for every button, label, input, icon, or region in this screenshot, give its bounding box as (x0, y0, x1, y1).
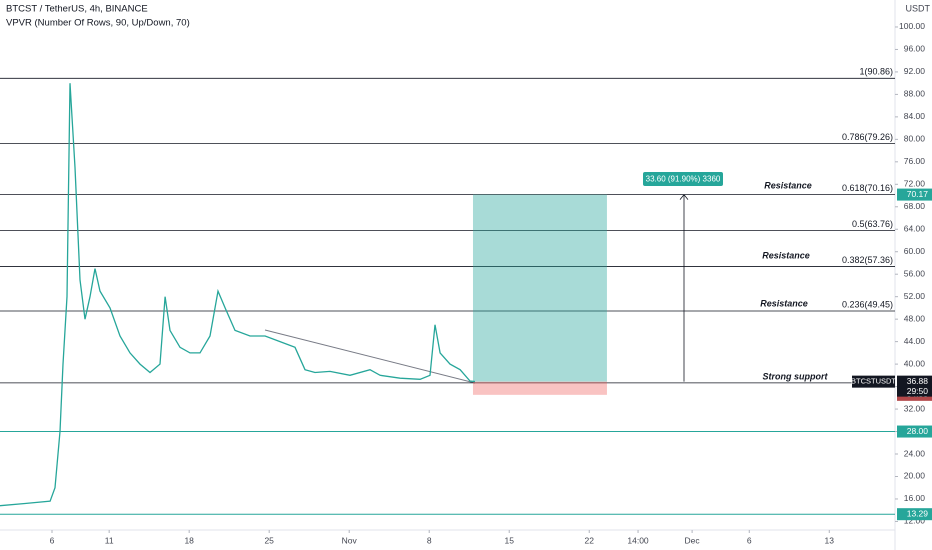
x-tick-label: 13 (825, 535, 835, 545)
fib-label: 1(90.86) (859, 67, 893, 77)
profit-zone (472, 194, 607, 382)
y-tick-label: 60.00 (904, 246, 926, 256)
fib-label: 0.786(79.26) (842, 132, 893, 142)
y-tick-label: 32.00 (904, 403, 926, 413)
measure-label: 33.60 (91.90%) 3360 (646, 175, 721, 184)
x-tick-label: 18 (184, 535, 194, 545)
y-tick-label: 52.00 (904, 291, 926, 301)
y-tick-label: 24.00 (904, 448, 926, 458)
x-tick-label: 22 (585, 535, 595, 545)
price-badge (897, 425, 932, 438)
y-tick-label: 68.00 (904, 201, 926, 211)
loss-zone (472, 381, 607, 395)
y-tick-label: 84.00 (904, 111, 926, 121)
last-price-label: 36.88 (907, 376, 929, 386)
y-tick-label: 72.00 (904, 179, 926, 189)
y-tick-label: 96.00 (904, 44, 926, 54)
fib-label: 0.5(63.76) (852, 219, 893, 229)
x-tick-label: 6 (747, 535, 752, 545)
last-price-badge (897, 375, 932, 397)
fib-label: 0.618(70.16) (842, 183, 893, 193)
y-tick-label: 12.00 (904, 516, 926, 526)
x-tick-label: Nov (342, 535, 358, 545)
y-tick-label: 88.00 (904, 89, 926, 99)
y-tick-label: 40.00 (904, 358, 926, 368)
x-tick-label: 15 (504, 535, 514, 545)
x-tick-label: 14:00 (627, 535, 649, 545)
currency: USDT (906, 3, 931, 13)
y-tick-label: 100.00 (899, 21, 925, 31)
chart-title: BTCST / TetherUS, 4h, BINANCE (6, 4, 148, 15)
y-tick-label: 76.00 (904, 156, 926, 166)
y-tick-label: 20.00 (904, 471, 926, 481)
annotation: Resistance (760, 298, 808, 308)
annotation: Strong support (763, 371, 829, 381)
measure-box (643, 172, 723, 186)
price-badge-label: 28.00 (907, 426, 929, 436)
fib-label: 0.236(49.45) (842, 299, 893, 309)
trend-line (264, 329, 476, 384)
y-tick-label: 48.00 (904, 313, 926, 323)
y-tick-label: 92.00 (904, 66, 926, 76)
y-tick-label: 44.00 (904, 336, 926, 346)
symbol-label: BTCSTUSDT (851, 377, 896, 386)
annotation: Resistance (762, 250, 810, 260)
y-tick-label: 56.00 (904, 268, 926, 278)
x-tick-label: 6 (50, 535, 55, 545)
fib-label: 0.382(57.36) (842, 255, 893, 265)
indicator-label: VPVR (Number Of Rows, 90, Up/Down, 70) (6, 18, 190, 29)
symbol-badge (852, 375, 895, 388)
x-tick-label: 25 (264, 535, 274, 545)
countdown-label: 29:50 (907, 386, 929, 396)
arrow-head (679, 193, 689, 200)
y-tick-label: 16.00 (904, 493, 926, 503)
x-tick-label: 8 (427, 535, 432, 545)
price-line (0, 83, 476, 507)
price-badge-label: 70.17 (907, 189, 929, 199)
x-tick-label: Dec (685, 535, 701, 545)
price-badge (897, 188, 932, 201)
price-badge (897, 508, 932, 521)
y-tick-label: 64.00 (904, 224, 926, 234)
price-badge-label: 13.29 (907, 508, 929, 518)
x-tick-label: 11 (105, 535, 114, 545)
annotation: Resistance (764, 180, 812, 190)
y-tick-label: 80.00 (904, 134, 926, 144)
